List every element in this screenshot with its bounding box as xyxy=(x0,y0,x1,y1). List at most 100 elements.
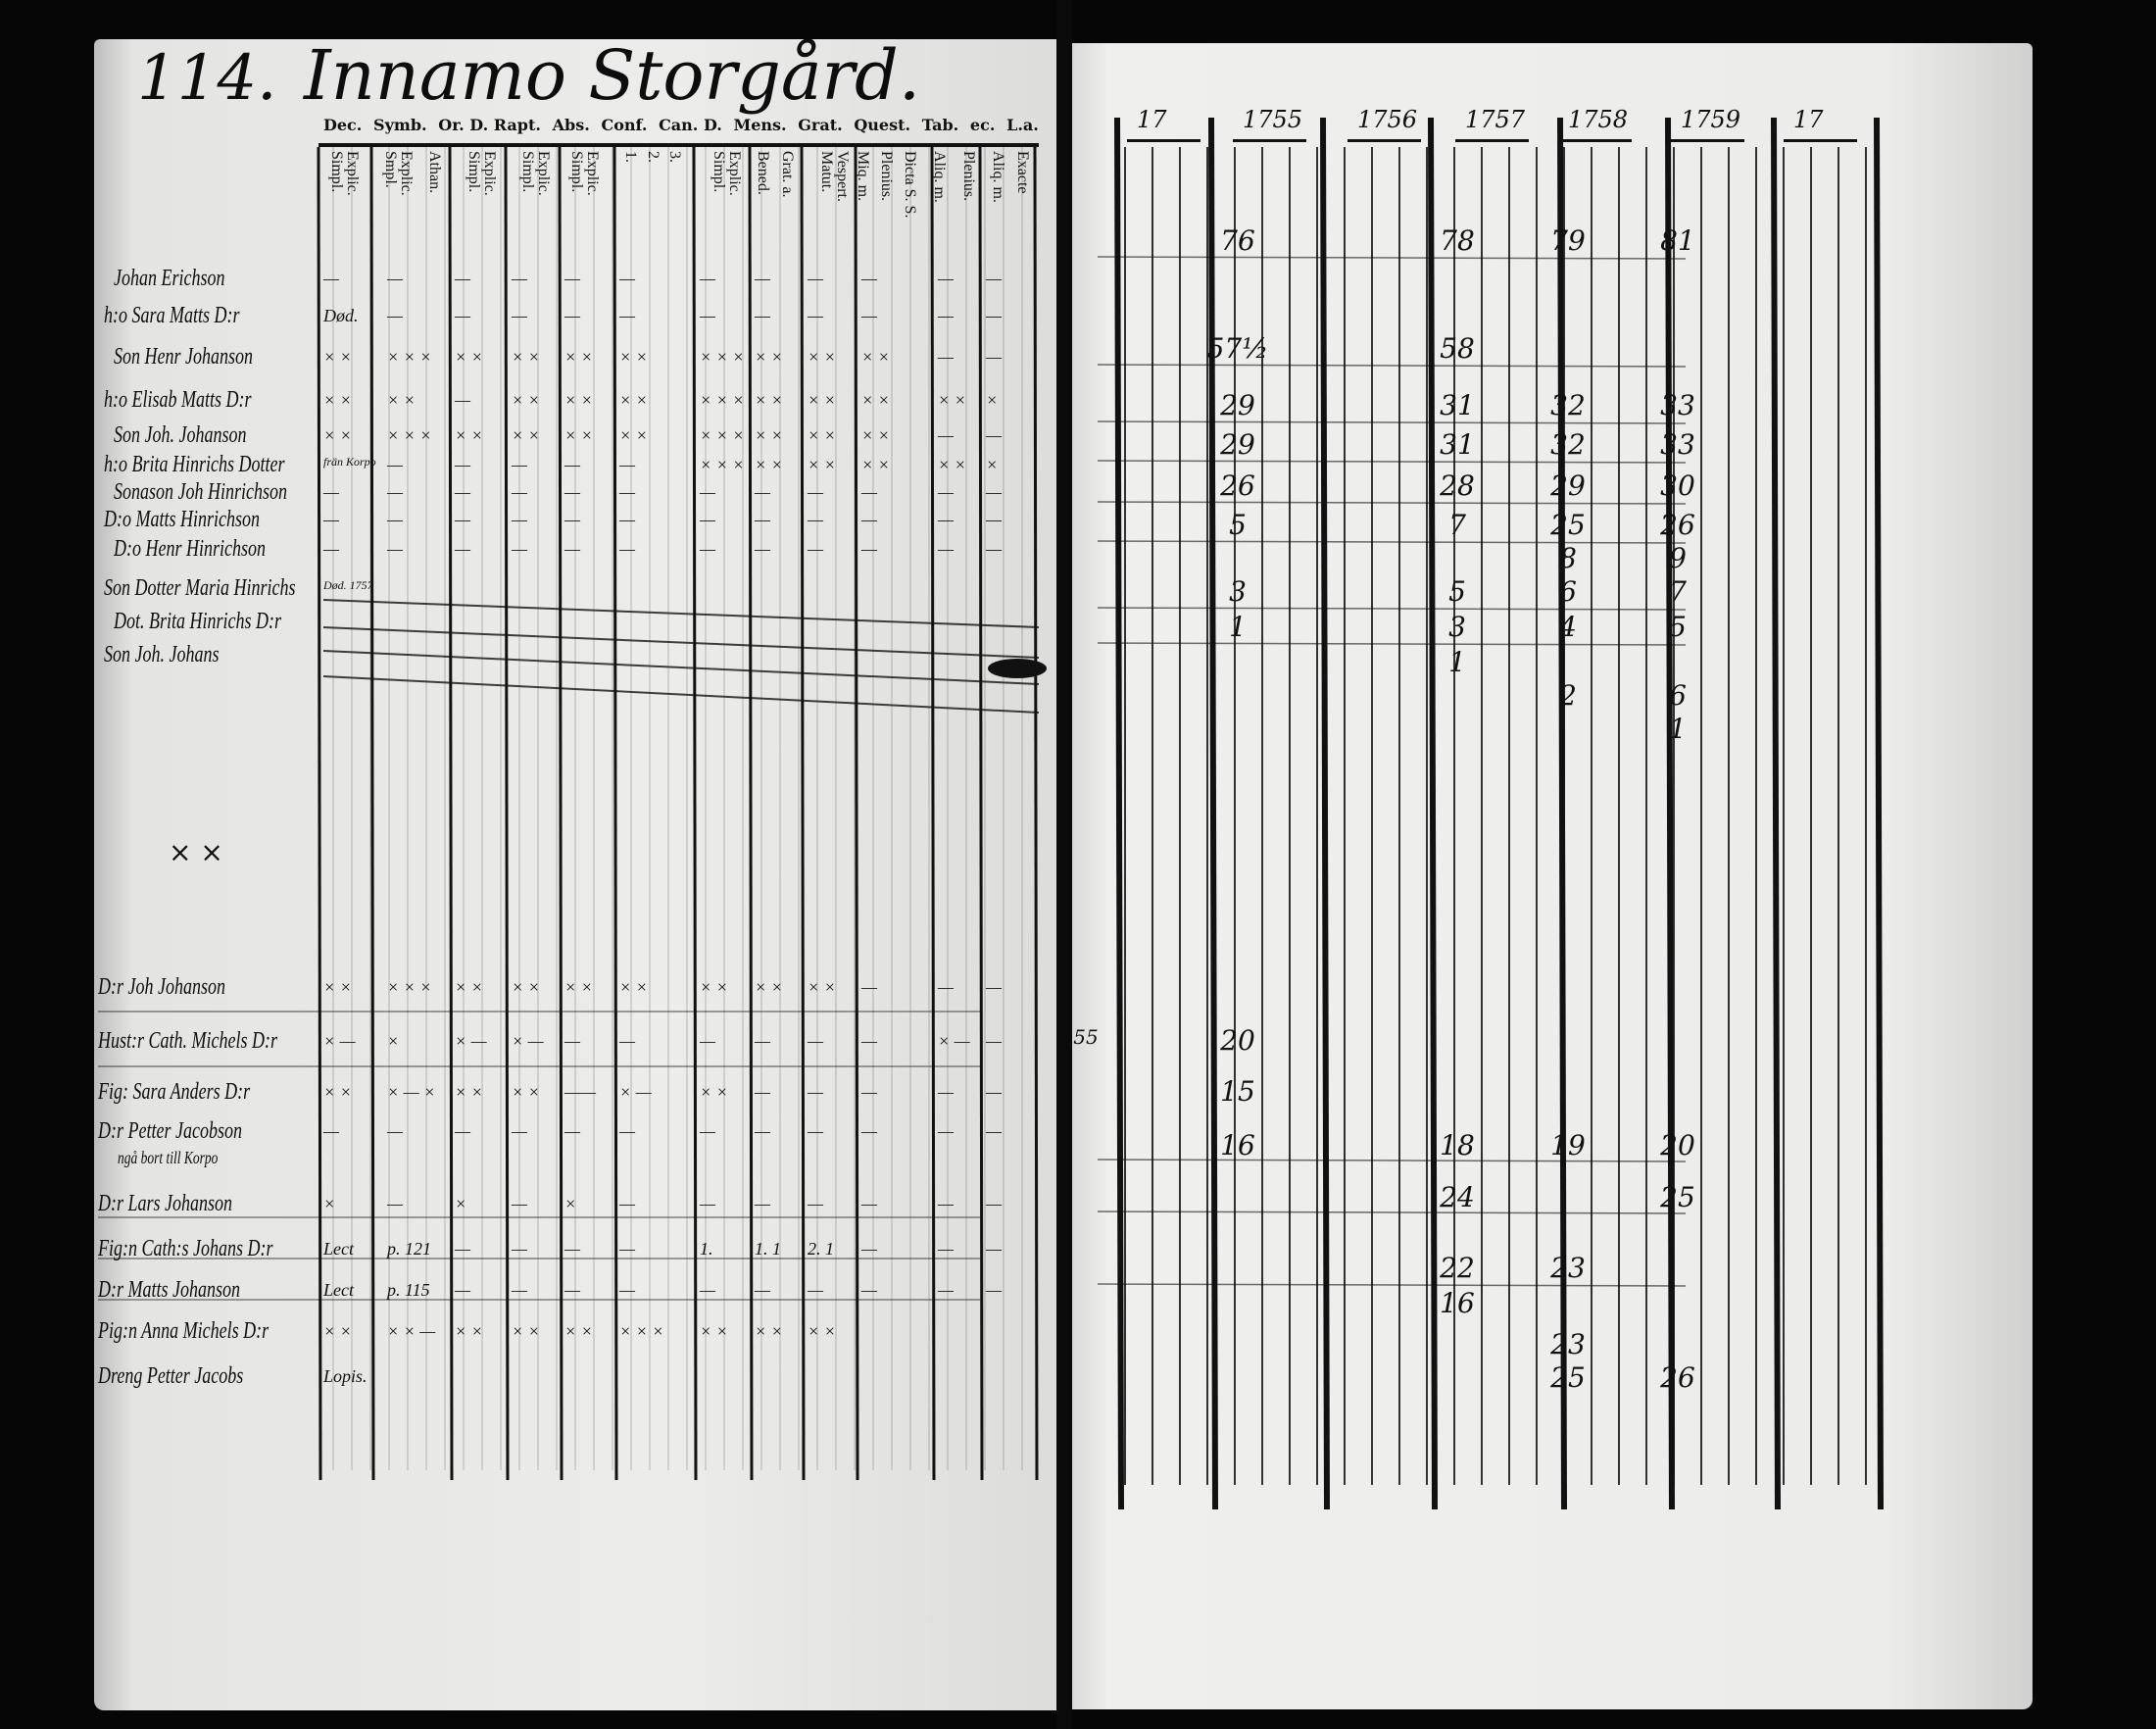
year-header: 1756 xyxy=(1357,106,1418,133)
person-name: D:r Joh Johanson xyxy=(98,974,225,1000)
age-entry: 32 xyxy=(1550,428,1586,461)
register-mark: — xyxy=(512,269,528,288)
register-mark: — xyxy=(455,482,471,502)
register-mark: — xyxy=(619,455,636,474)
age-entry: 2 xyxy=(1559,679,1577,712)
register-mark: × × × xyxy=(700,347,745,367)
age-entry: 1 xyxy=(1448,646,1466,678)
column-rule xyxy=(448,146,454,1481)
person-name: ngå bort till Korpo xyxy=(118,1148,219,1167)
register-mark: Lect xyxy=(323,1239,354,1259)
age-entry: 23 xyxy=(1550,1328,1586,1360)
age-entry: 32 xyxy=(1550,389,1586,421)
column-group-header: Can. D. xyxy=(659,116,722,134)
register-mark: — xyxy=(512,1239,528,1259)
age-entry: 18 xyxy=(1440,1129,1475,1161)
register-mark: × xyxy=(387,1031,400,1051)
age-entry: 25 xyxy=(1550,509,1586,541)
age-entry: 19 xyxy=(1550,1129,1586,1161)
register-mark: — xyxy=(755,482,771,502)
register-mark: × × × xyxy=(387,425,432,445)
column-rule xyxy=(854,146,859,1481)
register-mark: × × xyxy=(323,1082,352,1102)
column-subheader: Explic. Simpl. xyxy=(466,151,498,196)
year-underline xyxy=(1558,139,1632,142)
register-mark: — xyxy=(619,1280,636,1300)
register-mark: × × xyxy=(512,425,540,445)
ink-blot xyxy=(988,659,1047,678)
column-rule xyxy=(558,146,564,1481)
connector-line xyxy=(1097,501,1687,505)
register-mark: — xyxy=(755,1031,771,1051)
register-mark: — xyxy=(986,306,1003,325)
column-group-header: Abs. xyxy=(552,116,590,134)
register-mark: × xyxy=(323,1194,336,1213)
register-mark: × — xyxy=(512,1031,544,1051)
register-mark: — xyxy=(755,269,771,288)
register-mark: — xyxy=(986,1031,1003,1051)
column-subheader: 3. xyxy=(666,151,683,163)
column-subheader: Plenius. xyxy=(878,151,895,202)
age-entry: 79 xyxy=(1550,224,1586,257)
register-mark: — xyxy=(619,539,636,559)
register-mark: — xyxy=(808,1121,824,1141)
register-mark: × × xyxy=(700,977,728,997)
register-mark: × × xyxy=(455,425,483,445)
connector-line xyxy=(1097,540,1687,544)
column-rule xyxy=(1665,117,1675,1510)
register-mark: × × xyxy=(564,1321,593,1341)
register-mark: — xyxy=(512,1121,528,1141)
register-mark: —— xyxy=(564,1082,597,1102)
person-name: D:r Lars Johanson xyxy=(98,1191,233,1216)
register-mark: — xyxy=(986,1239,1003,1259)
register-mark: × xyxy=(986,390,999,410)
register-mark: × × xyxy=(512,1082,540,1102)
right-page xyxy=(1070,43,2033,1709)
register-mark: — xyxy=(564,306,581,325)
register-mark: — xyxy=(861,269,878,288)
register-mark: × × xyxy=(512,347,540,367)
register-mark: — xyxy=(986,425,1003,445)
register-mark: — xyxy=(700,306,716,325)
register-mark: × × xyxy=(808,455,836,474)
book-spine xyxy=(1056,0,1072,1729)
age-entry: 26 xyxy=(1220,469,1255,502)
column-rule xyxy=(1114,117,1124,1510)
year-underline xyxy=(1455,139,1529,142)
register-mark: — xyxy=(861,306,878,325)
register-mark: Død. 1757 xyxy=(323,578,373,592)
age-entry: 20 xyxy=(1660,1129,1695,1161)
connector-line xyxy=(1097,256,1687,260)
column-subheader: 1. xyxy=(622,151,639,163)
age-entry: 25 xyxy=(1550,1361,1586,1394)
year-underline xyxy=(1348,139,1421,142)
register-mark: — xyxy=(700,1121,716,1141)
age-entry: 76 xyxy=(1220,224,1255,257)
register-mark: × × xyxy=(564,347,593,367)
age-entry: 20 xyxy=(1220,1024,1255,1057)
register-mark: × × xyxy=(808,347,836,367)
column-group-header: Or. D. Rapt. xyxy=(438,116,541,134)
register-mark: — xyxy=(387,306,404,325)
age-entry: 1 xyxy=(1229,611,1247,643)
register-mark: — xyxy=(755,510,771,529)
register-mark: — xyxy=(455,269,471,288)
register-mark: — xyxy=(512,482,528,502)
connector-line xyxy=(1097,1159,1687,1162)
connector-line xyxy=(1097,1283,1687,1287)
column-rule xyxy=(504,146,510,1481)
column-subheader: Explic. Simpl. xyxy=(519,151,552,196)
column-rule xyxy=(369,146,375,1481)
register-mark: — xyxy=(387,539,404,559)
register-mark: — xyxy=(619,1239,636,1259)
register-mark: 1. xyxy=(700,1239,713,1259)
register-mark: — xyxy=(387,1194,404,1213)
person-name: Fig:n Cath:s Johans D:r xyxy=(98,1236,273,1261)
connector-line xyxy=(1097,1210,1687,1214)
register-mark: — xyxy=(861,1121,878,1141)
register-mark: — xyxy=(387,455,404,474)
connector-line xyxy=(1097,642,1687,646)
age-entry: 9 xyxy=(1669,542,1687,574)
